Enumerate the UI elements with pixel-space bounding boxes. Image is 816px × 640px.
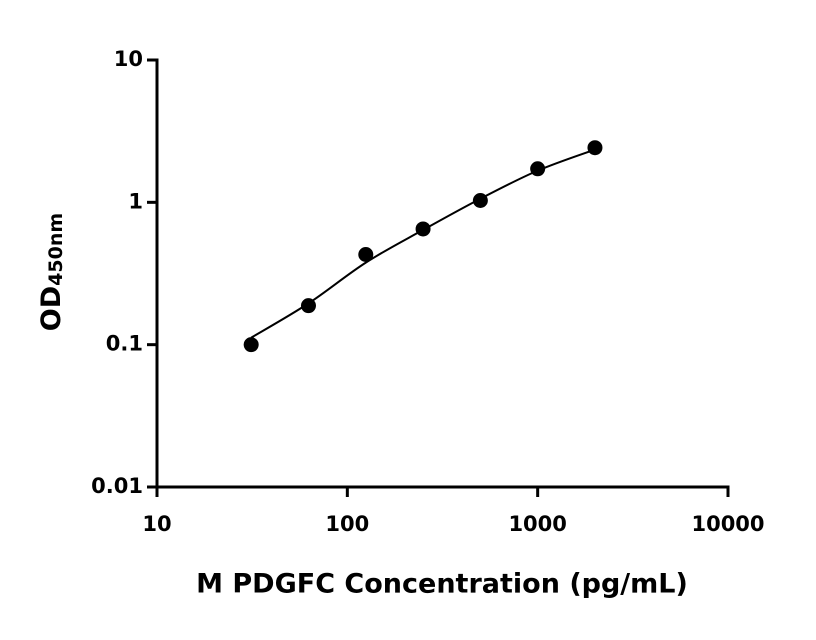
y-tick-label: 10 [114, 47, 143, 71]
y-axis-title-main: OD [36, 286, 67, 331]
data-point [300, 298, 316, 314]
y-tick-label: 0.1 [106, 332, 143, 356]
y-tick-label: 0.01 [91, 474, 143, 498]
y-axis-title: OD450nm [36, 213, 67, 331]
y-tick-label: 1 [128, 189, 143, 213]
data-point [587, 140, 603, 156]
data-point [243, 337, 259, 353]
data-point [530, 161, 546, 177]
x-tick-label: 10000 [691, 512, 764, 536]
x-tick-label: 10 [142, 512, 171, 536]
x-tick-label: 1000 [508, 512, 566, 536]
data-point [415, 221, 431, 237]
x-axis-title: M PDGFC Concentration (pg/mL) [196, 569, 688, 600]
data-point [472, 193, 488, 209]
y-axis-title-sub: 450nm [45, 213, 67, 286]
data-point [358, 247, 374, 263]
x-tick-label: 100 [325, 512, 369, 536]
